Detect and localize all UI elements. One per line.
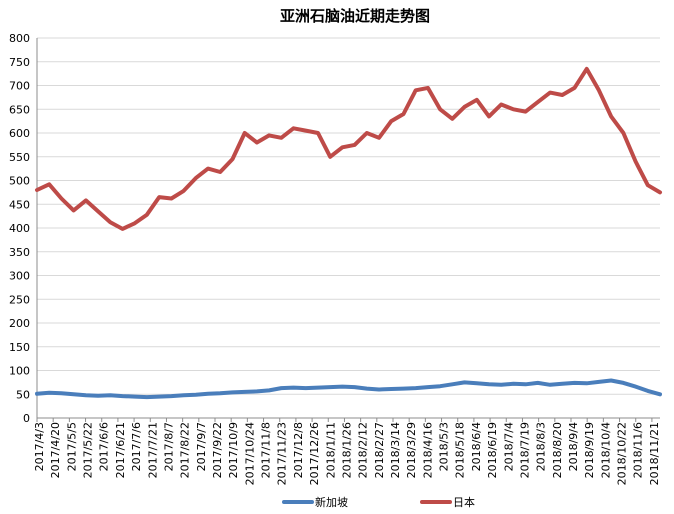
y-tick-label: 700 bbox=[9, 80, 30, 93]
x-tick-label: 2017/5/5 bbox=[65, 422, 78, 471]
x-tick-label: 2017/12/8 bbox=[292, 422, 305, 478]
x-tick-label: 2017/5/22 bbox=[82, 422, 95, 478]
series-lines bbox=[35, 66, 662, 400]
y-tick-label: 50 bbox=[16, 388, 30, 401]
x-tick-label: 2018/6/4 bbox=[470, 422, 483, 471]
series-line-1 bbox=[35, 66, 662, 231]
y-tick-label: 250 bbox=[9, 293, 30, 306]
x-tick-label: 2017/8/22 bbox=[179, 422, 192, 478]
x-axis-tick-labels: 2017/4/3 2017/4/20 2017/5/5 2017/5/22 2017/6… bbox=[33, 422, 661, 485]
series-line-0 bbox=[35, 378, 662, 400]
x-tick-label: 2018/10/22 bbox=[616, 422, 629, 485]
y-tick-label: 450 bbox=[9, 198, 30, 211]
x-tick-label: 2018/9/19 bbox=[583, 422, 596, 478]
legend-label-0: 新加坡 bbox=[315, 495, 348, 509]
legend: 新加坡 日本 bbox=[282, 495, 475, 509]
x-tick-label: 2017/8/7 bbox=[162, 422, 175, 471]
y-tick-label: 600 bbox=[9, 127, 30, 140]
x-tick-label: 2017/10/24 bbox=[243, 422, 256, 485]
x-tick-label: 2018/10/4 bbox=[599, 422, 612, 478]
x-tick-label: 2018/11/21 bbox=[648, 422, 661, 485]
y-tick-label: 200 bbox=[9, 317, 30, 330]
y-tick-label: 500 bbox=[9, 175, 30, 188]
axes bbox=[36, 38, 660, 422]
y-tick-label: 300 bbox=[9, 270, 30, 283]
x-tick-label: 2018/4/16 bbox=[421, 422, 434, 478]
y-axis-tick-labels: 0 50 100 150 200 250 300 350 400 450 500 550 600 650 7… bbox=[9, 32, 30, 425]
x-tick-label: 2017/4/20 bbox=[49, 422, 62, 478]
x-tick-label: 2018/1/26 bbox=[340, 422, 353, 478]
y-tick-label: 150 bbox=[9, 341, 30, 354]
x-tick-label: 2018/1/11 bbox=[324, 422, 337, 478]
y-tick-label: 750 bbox=[9, 56, 30, 69]
x-tick-label: 2018/9/4 bbox=[567, 422, 580, 471]
y-tick-label: 650 bbox=[9, 103, 30, 116]
x-tick-label: 2017/12/26 bbox=[308, 422, 321, 485]
y-tick-label: 550 bbox=[9, 151, 30, 164]
x-tick-label: 2018/2/12 bbox=[357, 422, 370, 478]
y-tick-label: 800 bbox=[9, 32, 30, 45]
x-tick-label: 2018/2/27 bbox=[373, 422, 386, 478]
x-tick-label: 2017/7/6 bbox=[130, 422, 143, 471]
chart-title: 亚洲石脑油近期走势图 bbox=[280, 7, 430, 25]
y-tick-label: 400 bbox=[9, 222, 30, 235]
x-tick-label: 2017/9/22 bbox=[211, 422, 224, 478]
x-tick-label: 2017/4/3 bbox=[33, 422, 46, 471]
x-tick-label: 2018/3/14 bbox=[389, 422, 402, 478]
x-tick-label: 2018/11/6 bbox=[632, 422, 645, 478]
x-tick-label: 2018/6/19 bbox=[486, 422, 499, 478]
x-tick-label: 2017/9/7 bbox=[195, 422, 208, 471]
x-tick-label: 2017/11/23 bbox=[276, 422, 289, 485]
x-tick-label: 2018/7/4 bbox=[502, 422, 515, 471]
x-tick-label: 2018/5/3 bbox=[438, 422, 451, 471]
y-tick-label: 350 bbox=[9, 246, 30, 259]
x-tick-label: 2017/6/6 bbox=[98, 422, 111, 471]
x-tick-label: 2017/11/8 bbox=[260, 422, 273, 478]
x-tick-label: 2017/7/21 bbox=[146, 422, 159, 478]
legend-label-1: 日本 bbox=[453, 495, 475, 509]
x-tick-label: 2018/3/29 bbox=[405, 422, 418, 478]
x-tick-label: 2018/8/3 bbox=[535, 422, 548, 471]
gridlines bbox=[37, 37, 660, 395]
y-tick-label: 100 bbox=[9, 365, 30, 378]
x-tick-label: 2018/7/19 bbox=[518, 422, 531, 478]
x-tick-label: 2017/6/21 bbox=[114, 422, 127, 478]
x-tick-label: 2018/5/18 bbox=[454, 422, 467, 478]
y-tick-label: 0 bbox=[23, 412, 30, 425]
x-tick-label: 2017/10/9 bbox=[227, 422, 240, 478]
x-tick-label: 2018/8/20 bbox=[551, 422, 564, 478]
